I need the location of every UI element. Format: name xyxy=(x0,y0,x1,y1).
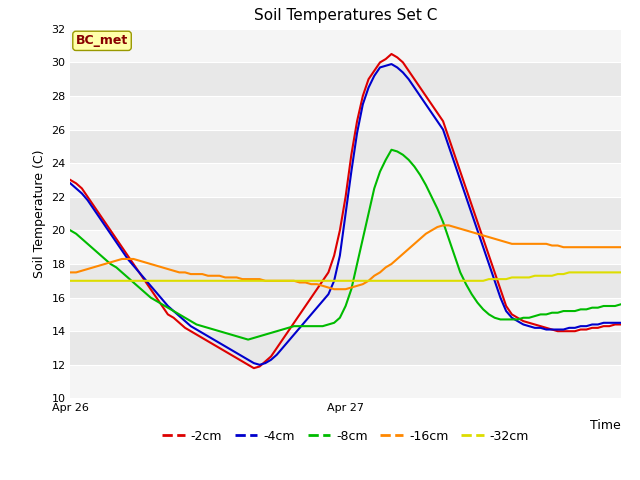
-32cm xyxy=(617,270,625,276)
Text: Time: Time xyxy=(590,419,621,432)
Y-axis label: Soil Temperature (C): Soil Temperature (C) xyxy=(33,149,45,278)
Bar xyxy=(70,29,621,62)
-4cm xyxy=(107,231,115,237)
-4cm xyxy=(617,320,625,326)
-16cm xyxy=(502,240,510,245)
-8cm xyxy=(244,337,252,343)
-16cm xyxy=(388,261,396,267)
-2cm xyxy=(107,228,115,233)
-4cm xyxy=(394,65,401,71)
Bar xyxy=(70,163,621,197)
-4cm xyxy=(210,337,218,343)
Legend: -2cm, -4cm, -8cm, -16cm, -32cm: -2cm, -4cm, -8cm, -16cm, -32cm xyxy=(157,425,534,447)
-32cm xyxy=(107,278,115,284)
Line: -4cm: -4cm xyxy=(70,64,621,365)
-4cm xyxy=(388,61,396,67)
-2cm xyxy=(250,365,258,371)
Line: -2cm: -2cm xyxy=(70,54,621,368)
-2cm xyxy=(388,51,396,57)
-8cm xyxy=(348,286,355,292)
-8cm xyxy=(502,317,510,323)
-4cm xyxy=(502,308,510,314)
-32cm xyxy=(67,278,74,284)
Line: -16cm: -16cm xyxy=(70,226,621,289)
-2cm xyxy=(348,152,355,158)
-16cm xyxy=(330,286,338,292)
-2cm xyxy=(394,55,401,60)
-16cm xyxy=(67,270,74,276)
-4cm xyxy=(84,197,92,203)
-16cm xyxy=(210,273,218,278)
-32cm xyxy=(491,276,499,282)
-2cm xyxy=(84,194,92,200)
Line: -32cm: -32cm xyxy=(70,273,621,281)
Line: -8cm: -8cm xyxy=(70,150,621,340)
-32cm xyxy=(382,278,390,284)
-8cm xyxy=(107,261,115,267)
-8cm xyxy=(67,228,74,233)
Title: Soil Temperatures Set C: Soil Temperatures Set C xyxy=(254,9,437,24)
-8cm xyxy=(388,147,396,153)
-2cm xyxy=(210,342,218,348)
Bar xyxy=(70,230,621,264)
-32cm xyxy=(342,278,349,284)
-8cm xyxy=(210,326,218,332)
-32cm xyxy=(565,270,573,276)
-16cm xyxy=(107,259,115,265)
-16cm xyxy=(617,244,625,250)
-8cm xyxy=(394,149,401,155)
-8cm xyxy=(84,241,92,247)
-4cm xyxy=(67,180,74,186)
-4cm xyxy=(348,169,355,175)
-16cm xyxy=(348,285,355,290)
Text: BC_met: BC_met xyxy=(76,35,128,48)
-32cm xyxy=(84,278,92,284)
Bar xyxy=(70,96,621,130)
-2cm xyxy=(617,322,625,327)
-16cm xyxy=(84,266,92,272)
-4cm xyxy=(256,362,264,368)
-2cm xyxy=(502,303,510,309)
-32cm xyxy=(210,278,218,284)
Bar xyxy=(70,298,621,331)
-2cm xyxy=(67,177,74,183)
Bar xyxy=(70,365,621,398)
-16cm xyxy=(439,223,447,228)
-8cm xyxy=(617,301,625,307)
